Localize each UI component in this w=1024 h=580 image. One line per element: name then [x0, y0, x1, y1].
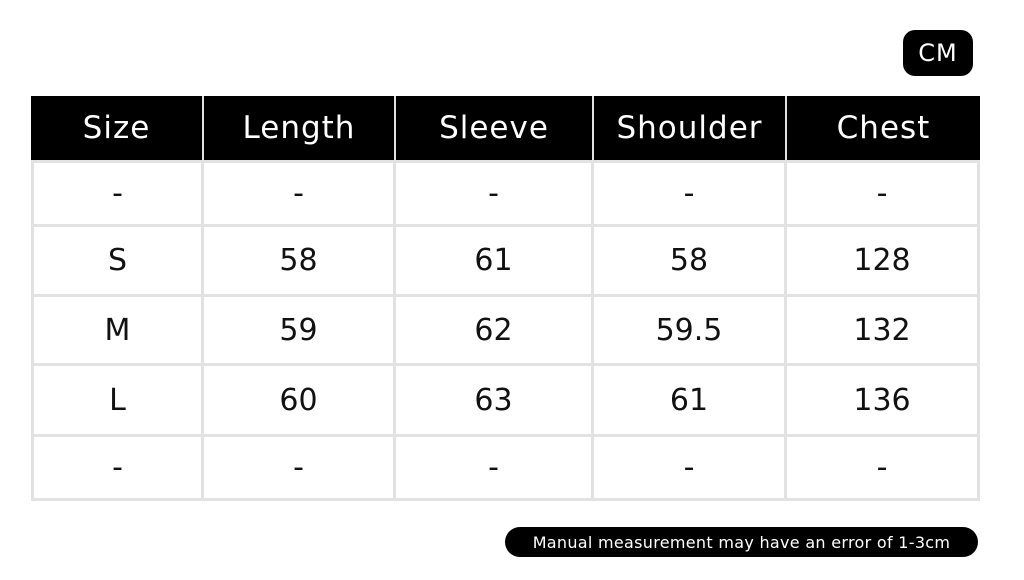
cell-length: 58 [204, 227, 393, 294]
cell-sleeve: 62 [396, 297, 591, 363]
cell-length: - [204, 163, 393, 224]
cell-size: S [34, 227, 201, 294]
cell-sleeve: - [396, 163, 591, 224]
cell-size: M [34, 297, 201, 363]
cell-sleeve: 63 [396, 366, 591, 434]
cell-length: 59 [204, 297, 393, 363]
header-length: Length [204, 96, 394, 160]
cell-size: - [34, 437, 201, 498]
size-chart-table: Size Length Sleeve Shoulder Chest - - - - - S 58 61 5… [31, 96, 980, 501]
cell-length: - [204, 437, 393, 498]
header-shoulder: Shoulder [594, 96, 785, 160]
cell-chest: 128 [787, 227, 977, 294]
header-size: Size [31, 96, 202, 160]
cell-chest: - [787, 437, 977, 498]
cell-shoulder: 58 [594, 227, 784, 294]
cell-length: 60 [204, 366, 393, 434]
cell-size: L [34, 366, 201, 434]
cell-size: - [34, 163, 201, 224]
measurement-note: Manual measurement may have an error of … [505, 527, 978, 557]
unit-badge: CM [903, 30, 973, 76]
cell-shoulder: - [594, 437, 784, 498]
cell-shoulder: - [594, 163, 784, 224]
cell-chest: 136 [787, 366, 977, 434]
cell-sleeve: - [396, 437, 591, 498]
cell-shoulder: 61 [594, 366, 784, 434]
cell-chest: - [787, 163, 977, 224]
cell-sleeve: 61 [396, 227, 591, 294]
cell-chest: 132 [787, 297, 977, 363]
cell-shoulder: 59.5 [594, 297, 784, 363]
header-chest: Chest [787, 96, 980, 160]
header-sleeve: Sleeve [396, 96, 592, 160]
